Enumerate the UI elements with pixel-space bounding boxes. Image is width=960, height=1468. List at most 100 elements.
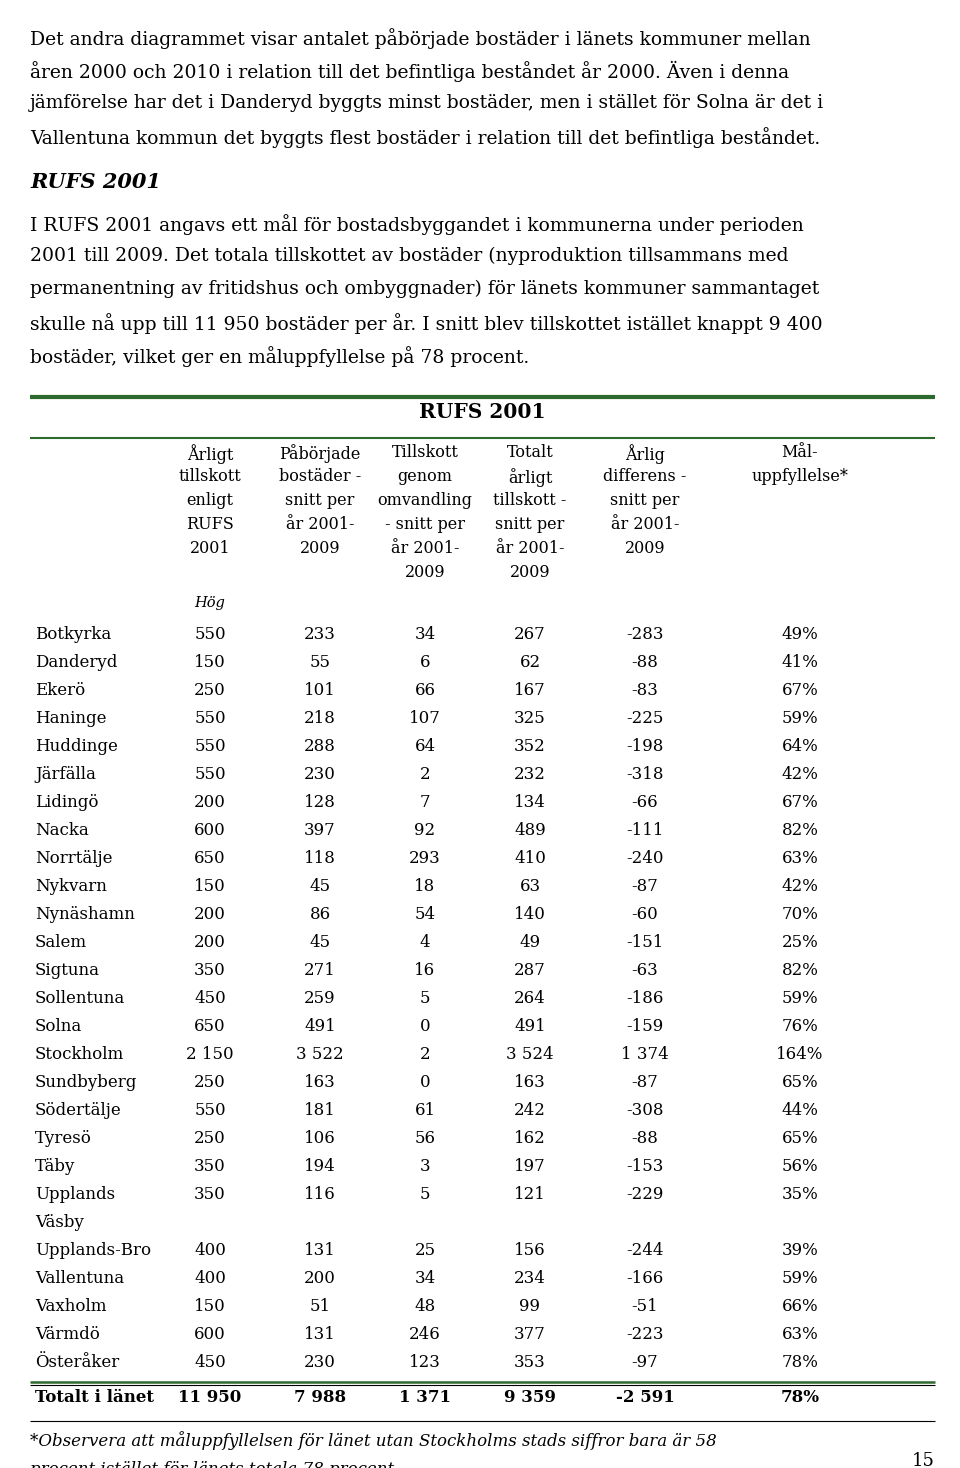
Text: 150: 150 <box>194 655 226 671</box>
Text: Tyresö: Tyresö <box>35 1130 92 1147</box>
Text: 650: 650 <box>194 850 226 868</box>
Text: *Observera att måluppfyllelsen för länet utan Stockholms stads siffror bara är 5: *Observera att måluppfyllelsen för länet… <box>30 1431 717 1450</box>
Text: 49: 49 <box>519 934 540 951</box>
Text: Årlig: Årlig <box>625 443 665 464</box>
Text: 5: 5 <box>420 989 430 1007</box>
Text: 200: 200 <box>194 794 226 810</box>
Text: Det andra diagrammet visar antalet påbörjade bostäder i länets kommuner mellan: Det andra diagrammet visar antalet påbör… <box>30 28 810 48</box>
Text: 163: 163 <box>515 1075 546 1091</box>
Text: -97: -97 <box>632 1353 659 1371</box>
Text: 164%: 164% <box>777 1047 824 1063</box>
Text: Stockholm: Stockholm <box>35 1047 124 1063</box>
Text: 18: 18 <box>415 878 436 895</box>
Text: 287: 287 <box>514 962 546 979</box>
Text: -283: -283 <box>626 625 663 643</box>
Text: differens -: differens - <box>603 468 686 484</box>
Text: Nacka: Nacka <box>35 822 88 840</box>
Text: Sollentuna: Sollentuna <box>35 989 125 1007</box>
Text: Botkyrka: Botkyrka <box>35 625 111 643</box>
Text: 7: 7 <box>420 794 430 810</box>
Text: -225: -225 <box>626 711 663 727</box>
Text: 64%: 64% <box>781 738 818 755</box>
Text: 1 371: 1 371 <box>399 1389 451 1406</box>
Text: 350: 350 <box>194 1158 226 1174</box>
Text: 2009: 2009 <box>510 564 550 581</box>
Text: Salem: Salem <box>35 934 87 951</box>
Text: 78%: 78% <box>780 1389 820 1406</box>
Text: 51: 51 <box>309 1298 330 1315</box>
Text: uppfyllelse*: uppfyllelse* <box>752 468 849 484</box>
Text: 7 988: 7 988 <box>294 1389 346 1406</box>
Text: 101: 101 <box>304 683 336 699</box>
Text: åren 2000 och 2010 i relation till det befintliga beståndet år 2000. Även i denn: åren 2000 och 2010 i relation till det b… <box>30 62 789 82</box>
Text: 0: 0 <box>420 1017 430 1035</box>
Text: 76%: 76% <box>781 1017 818 1035</box>
Text: 65%: 65% <box>781 1130 818 1147</box>
Text: -198: -198 <box>626 738 663 755</box>
Text: 550: 550 <box>194 625 226 643</box>
Text: 1 374: 1 374 <box>621 1047 669 1063</box>
Text: 59%: 59% <box>781 989 818 1007</box>
Text: 66%: 66% <box>781 1298 818 1315</box>
Text: 600: 600 <box>194 822 226 840</box>
Text: 61: 61 <box>415 1102 436 1119</box>
Text: -308: -308 <box>626 1102 663 1119</box>
Text: snitt per: snitt per <box>611 492 680 509</box>
Text: 230: 230 <box>304 1353 336 1371</box>
Text: 271: 271 <box>304 962 336 979</box>
Text: 218: 218 <box>304 711 336 727</box>
Text: Huddinge: Huddinge <box>35 738 118 755</box>
Text: -88: -88 <box>632 655 659 671</box>
Text: 5: 5 <box>420 1186 430 1202</box>
Text: 232: 232 <box>514 766 546 782</box>
Text: Sundbyberg: Sundbyberg <box>35 1075 137 1091</box>
Text: år 2001-: år 2001- <box>391 540 459 556</box>
Text: 123: 123 <box>409 1353 441 1371</box>
Text: Haninge: Haninge <box>35 711 107 727</box>
Text: 167: 167 <box>515 683 546 699</box>
Text: 39%: 39% <box>781 1242 818 1260</box>
Text: 2009: 2009 <box>625 540 665 556</box>
Text: Lidingö: Lidingö <box>35 794 99 810</box>
Text: år 2001-: år 2001- <box>495 540 564 556</box>
Text: 489: 489 <box>515 822 546 840</box>
Text: 15: 15 <box>912 1452 935 1468</box>
Text: RUFS 2001: RUFS 2001 <box>30 172 161 192</box>
Text: Väsby: Väsby <box>35 1214 84 1232</box>
Text: Solna: Solna <box>35 1017 83 1035</box>
Text: 397: 397 <box>304 822 336 840</box>
Text: årligt: årligt <box>508 468 552 487</box>
Text: år 2001-: år 2001- <box>611 515 680 533</box>
Text: 42%: 42% <box>781 766 819 782</box>
Text: 162: 162 <box>515 1130 546 1147</box>
Text: -88: -88 <box>632 1130 659 1147</box>
Text: 131: 131 <box>304 1242 336 1260</box>
Text: -223: -223 <box>626 1326 663 1343</box>
Text: 34: 34 <box>415 625 436 643</box>
Text: 410: 410 <box>514 850 546 868</box>
Text: 6: 6 <box>420 655 430 671</box>
Text: 59%: 59% <box>781 1270 818 1287</box>
Text: 82%: 82% <box>781 962 819 979</box>
Text: Upplands: Upplands <box>35 1186 115 1202</box>
Text: -87: -87 <box>632 878 659 895</box>
Text: 550: 550 <box>194 766 226 782</box>
Text: 118: 118 <box>304 850 336 868</box>
Text: 48: 48 <box>415 1298 436 1315</box>
Text: -153: -153 <box>626 1158 663 1174</box>
Text: -244: -244 <box>626 1242 663 1260</box>
Text: 200: 200 <box>194 906 226 923</box>
Text: 55: 55 <box>309 655 330 671</box>
Text: Vaxholm: Vaxholm <box>35 1298 107 1315</box>
Text: Sigtuna: Sigtuna <box>35 962 100 979</box>
Text: 44%: 44% <box>781 1102 819 1119</box>
Text: 4: 4 <box>420 934 430 951</box>
Text: 92: 92 <box>415 822 436 840</box>
Text: 200: 200 <box>304 1270 336 1287</box>
Text: omvandling: omvandling <box>377 492 472 509</box>
Text: 35%: 35% <box>781 1186 818 1202</box>
Text: 197: 197 <box>515 1158 546 1174</box>
Text: 550: 550 <box>194 711 226 727</box>
Text: 2009: 2009 <box>300 540 340 556</box>
Text: 67%: 67% <box>781 794 818 810</box>
